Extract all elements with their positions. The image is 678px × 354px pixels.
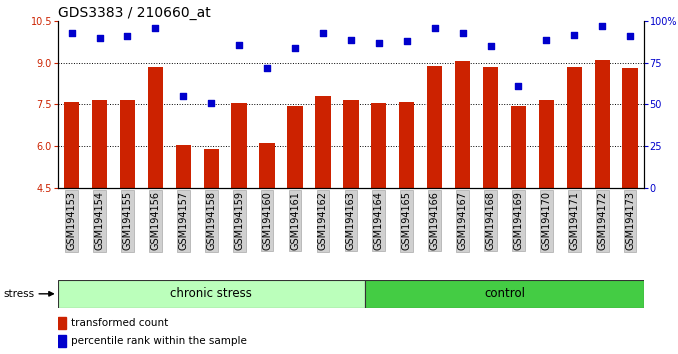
Text: GSM194171: GSM194171 <box>570 191 579 250</box>
Bar <box>58 335 66 347</box>
Point <box>597 23 607 29</box>
Bar <box>315 96 331 188</box>
Point <box>429 25 440 31</box>
Bar <box>58 316 66 329</box>
Bar <box>92 100 107 188</box>
Text: GSM194173: GSM194173 <box>625 191 635 250</box>
Point <box>94 35 105 41</box>
Bar <box>399 102 414 188</box>
Bar <box>287 106 302 188</box>
Text: GSM194160: GSM194160 <box>262 191 272 250</box>
Point <box>66 30 77 36</box>
Text: GSM194153: GSM194153 <box>66 191 77 250</box>
Text: GSM194165: GSM194165 <box>402 191 412 250</box>
Bar <box>371 103 386 188</box>
Point <box>345 37 357 42</box>
Text: GSM194158: GSM194158 <box>206 191 216 250</box>
Text: stress: stress <box>3 289 35 299</box>
Point <box>206 100 217 105</box>
Text: GSM194164: GSM194164 <box>374 191 384 250</box>
Point <box>178 93 188 99</box>
Bar <box>148 67 163 188</box>
Text: GSM194154: GSM194154 <box>94 191 104 250</box>
Bar <box>539 100 554 188</box>
Text: GDS3383 / 210660_at: GDS3383 / 210660_at <box>58 6 210 20</box>
Text: chronic stress: chronic stress <box>170 287 252 300</box>
Text: GSM194159: GSM194159 <box>234 191 244 250</box>
Point <box>317 30 328 36</box>
FancyBboxPatch shape <box>58 280 365 308</box>
Point <box>401 38 412 44</box>
Text: control: control <box>484 287 525 300</box>
Bar <box>120 100 135 188</box>
Text: transformed count: transformed count <box>71 318 168 328</box>
Text: GSM194157: GSM194157 <box>178 191 188 250</box>
Point <box>624 33 635 39</box>
Text: GSM194155: GSM194155 <box>123 191 132 250</box>
FancyBboxPatch shape <box>365 280 644 308</box>
Point <box>122 33 133 39</box>
Bar <box>260 143 275 188</box>
Text: GSM194162: GSM194162 <box>318 191 328 250</box>
Point <box>541 37 552 42</box>
Point <box>262 65 273 71</box>
Bar <box>455 62 471 188</box>
Text: GSM194163: GSM194163 <box>346 191 356 250</box>
Point <box>374 40 384 46</box>
Text: GSM194167: GSM194167 <box>458 191 468 250</box>
Text: GSM194172: GSM194172 <box>597 191 607 250</box>
Bar <box>231 103 247 188</box>
Bar <box>511 106 526 188</box>
Bar <box>176 145 191 188</box>
Bar <box>203 149 219 188</box>
Text: GSM194168: GSM194168 <box>485 191 496 250</box>
Point <box>234 42 245 47</box>
Text: GSM194169: GSM194169 <box>513 191 523 250</box>
Point <box>513 83 524 89</box>
Point <box>457 30 468 36</box>
Point <box>290 45 300 51</box>
Point <box>150 25 161 31</box>
Text: GSM194161: GSM194161 <box>290 191 300 250</box>
Text: GSM194170: GSM194170 <box>541 191 551 250</box>
Bar <box>595 60 610 188</box>
Bar <box>64 102 79 188</box>
Bar <box>483 67 498 188</box>
Point <box>569 32 580 38</box>
Bar <box>427 65 442 188</box>
Text: GSM194166: GSM194166 <box>430 191 439 250</box>
Text: GSM194156: GSM194156 <box>151 191 161 250</box>
Bar <box>622 68 638 188</box>
Text: percentile rank within the sample: percentile rank within the sample <box>71 336 247 346</box>
Bar <box>567 67 582 188</box>
Point <box>485 44 496 49</box>
Bar <box>343 100 359 188</box>
